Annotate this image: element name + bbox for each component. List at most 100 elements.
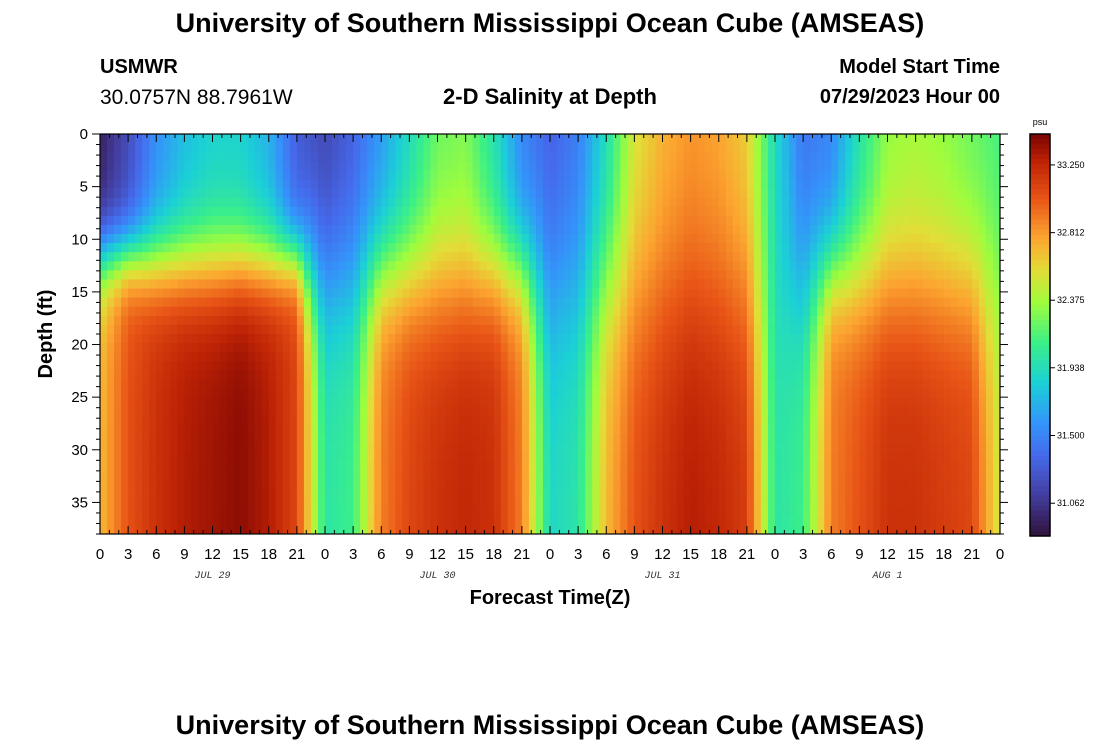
heatmap-cell <box>451 379 459 389</box>
heatmap-cell <box>191 361 199 371</box>
heatmap-cell <box>353 461 361 471</box>
heatmap-cell <box>128 134 136 144</box>
heatmap-cell <box>866 443 874 453</box>
heatmap-cell <box>128 361 136 371</box>
heatmap-cell <box>831 315 839 326</box>
heatmap-cell <box>458 170 467 180</box>
heatmap-cell <box>641 452 649 462</box>
heatmap-cell <box>107 206 115 217</box>
heatmap-cell <box>803 261 811 271</box>
heatmap-cell <box>317 297 326 308</box>
heatmap-cell <box>500 488 509 499</box>
heatmap-cell <box>332 161 340 171</box>
heatmap-cell <box>852 470 860 480</box>
heatmap-cell <box>852 188 860 199</box>
heatmap-cell <box>430 270 438 280</box>
heatmap-cell <box>866 252 874 262</box>
heatmap-cell <box>289 324 298 335</box>
heatmap-cell <box>486 152 495 162</box>
heatmap-cell <box>254 224 263 235</box>
heatmap-cell <box>100 152 108 162</box>
heatmap-cell <box>782 434 790 444</box>
heatmap-cell <box>775 143 783 153</box>
heatmap-cell <box>353 352 361 362</box>
heatmap-cell <box>592 134 600 144</box>
heatmap-cell <box>233 306 242 317</box>
heatmap-cell <box>479 506 488 517</box>
heatmap-cell <box>247 197 256 208</box>
heatmap-cell <box>121 424 129 435</box>
heatmap-cell <box>739 406 748 417</box>
heatmap-cell <box>325 479 333 489</box>
heatmap-cell <box>838 515 846 526</box>
heatmap-cell <box>395 415 403 426</box>
heatmap-cell <box>423 479 431 489</box>
heatmap-cell <box>458 270 467 280</box>
heatmap-cell <box>564 197 572 208</box>
heatmap-cell <box>451 370 459 380</box>
heatmap-cell <box>142 343 150 353</box>
heatmap-cell <box>465 497 474 508</box>
heatmap-cell <box>852 334 860 344</box>
heatmap-cell <box>521 406 530 417</box>
heatmap-cell <box>613 297 621 308</box>
heatmap-cell <box>535 324 544 335</box>
heatmap-cell <box>353 506 361 517</box>
heatmap-cell <box>156 324 164 335</box>
heatmap-cell <box>725 334 734 344</box>
heatmap-cell <box>444 388 452 399</box>
heatmap-cell <box>177 415 185 426</box>
heatmap-cell <box>676 134 684 144</box>
heatmap-cell <box>564 179 572 189</box>
heatmap-cell <box>866 352 874 362</box>
heatmap-cell <box>177 143 185 153</box>
heatmap-cell <box>817 252 825 262</box>
heatmap-cell <box>486 261 495 271</box>
heatmap-cell <box>521 234 530 244</box>
heatmap-cell <box>859 234 867 244</box>
heatmap-cell <box>542 524 551 535</box>
heatmap-cell <box>718 361 727 371</box>
heatmap-cell <box>226 288 234 299</box>
heatmap-cell <box>676 270 684 280</box>
heatmap-cell <box>767 279 776 289</box>
heatmap-cell <box>121 279 129 289</box>
heatmap-cell <box>507 143 516 153</box>
heatmap-cell <box>226 161 234 171</box>
heatmap-cell <box>845 497 853 508</box>
heatmap-cell <box>423 452 431 462</box>
heatmap-cell <box>360 215 368 226</box>
heatmap-cell <box>564 152 572 162</box>
heatmap-cell <box>866 143 874 153</box>
heatmap-cell <box>746 479 755 489</box>
heatmap-cell <box>887 343 895 353</box>
heatmap-cell <box>739 243 748 253</box>
heatmap-cell <box>212 152 220 162</box>
heatmap-cell <box>163 206 171 217</box>
heatmap-cell <box>128 334 136 344</box>
heatmap-cell <box>606 488 614 499</box>
heatmap-cell <box>683 261 692 271</box>
heatmap-cell <box>296 361 305 371</box>
heatmap-cell <box>416 288 424 299</box>
heatmap-cell <box>817 452 825 462</box>
heatmap-cell <box>627 397 635 408</box>
heatmap-cell <box>775 170 783 180</box>
heatmap-cell <box>824 370 832 380</box>
heatmap-cell <box>725 143 734 153</box>
heatmap-cell <box>782 215 790 226</box>
heatmap-cell <box>430 470 438 480</box>
heatmap-cell <box>430 152 438 162</box>
heatmap-cell <box>177 461 185 471</box>
heatmap-cell <box>789 243 797 253</box>
heatmap-cell <box>381 415 389 426</box>
heatmap-cell <box>128 388 136 399</box>
heatmap-cell <box>711 224 720 235</box>
heatmap-cell <box>873 179 881 189</box>
heatmap-cell <box>128 315 136 326</box>
heatmap-cell <box>114 452 122 462</box>
heatmap-cell <box>303 370 312 380</box>
heatmap-cell <box>423 179 431 189</box>
heatmap-cell <box>486 224 495 235</box>
heatmap-cell <box>775 352 783 362</box>
